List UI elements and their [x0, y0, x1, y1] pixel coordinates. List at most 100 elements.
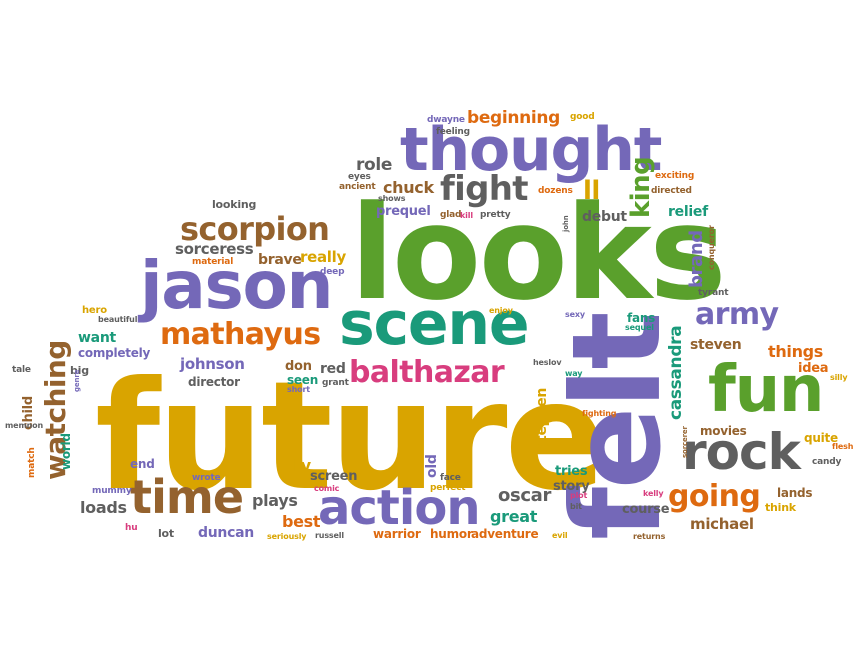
- word-fun: fun: [708, 353, 824, 427]
- word-beautiful: beautiful: [98, 315, 138, 324]
- word-prequel: prequel: [376, 204, 431, 219]
- word-course: course: [622, 502, 670, 517]
- word-sorceress: sorceress: [175, 240, 254, 258]
- word-candy: candy: [812, 457, 842, 467]
- word-ll: ll: [583, 176, 600, 206]
- word-beginning: beginning: [467, 108, 560, 128]
- word-scorpion: scorpion: [180, 210, 330, 248]
- word-sexy: sexy: [565, 310, 585, 319]
- word-heslov: heslov: [533, 358, 562, 367]
- word-michael: michael: [690, 515, 754, 533]
- word-johnson: johnson: [180, 355, 245, 373]
- word-ally: ally: [280, 456, 311, 475]
- word-plays: plays: [252, 491, 298, 510]
- word-think: think: [765, 501, 796, 514]
- word-glad: glad: [440, 210, 462, 220]
- word-kelly: kelly: [643, 489, 664, 498]
- word-returns: returns: [633, 532, 666, 541]
- word-jason: jason: [140, 247, 334, 324]
- word-feeling: feeling: [436, 127, 470, 137]
- word-old: old: [424, 454, 440, 478]
- word-tale: tale: [12, 365, 31, 375]
- word-world: world: [59, 433, 73, 470]
- word-shows: shows: [378, 194, 406, 203]
- word-fight: fight: [440, 169, 529, 209]
- word-good: good: [570, 112, 595, 122]
- word-things: things: [768, 342, 823, 361]
- word-time: time: [130, 470, 244, 524]
- word-bit: bit: [570, 502, 582, 511]
- word-ancient: ancient: [339, 182, 376, 192]
- word-perfect: perfect: [430, 483, 466, 493]
- word-quite: quite: [804, 431, 838, 445]
- word-screen: screen: [310, 469, 358, 484]
- word-humor: humor: [430, 527, 473, 541]
- word-conqueror: conqueror: [707, 225, 716, 270]
- word-stephen: stephen: [534, 387, 550, 450]
- word-sequel: sequel: [625, 323, 654, 332]
- word-dwayne: dwayne: [427, 115, 465, 125]
- word-director: director: [188, 375, 240, 389]
- word-adventure: adventure: [471, 527, 539, 541]
- word-completely: completely: [78, 346, 151, 360]
- word-lot: lot: [158, 527, 174, 540]
- word-tries: tries: [555, 464, 588, 479]
- word-duncan: duncan: [198, 525, 254, 541]
- word-wrote: wrote: [192, 473, 221, 483]
- word-plot: plot: [570, 491, 588, 500]
- word-eyes: eyes: [348, 172, 371, 182]
- word-don: don: [285, 359, 312, 374]
- word-mathayus: mathayus: [160, 317, 321, 352]
- word-really: really: [300, 248, 346, 266]
- word-comic: comic: [314, 484, 340, 493]
- word-kill: kill: [460, 211, 473, 220]
- word-rock: rock: [682, 423, 801, 481]
- word-russell: russell: [315, 531, 344, 540]
- word-hero: hero: [82, 305, 107, 316]
- word-directed: directed: [651, 186, 692, 196]
- word-future: future: [95, 350, 606, 524]
- word-hu: hu: [125, 523, 138, 533]
- word-seriously: seriously: [267, 532, 307, 541]
- word-enjoy: enjoy: [489, 306, 513, 315]
- word-end: end: [130, 457, 155, 471]
- word-sorcerer: sorcerer: [681, 426, 689, 458]
- word-tyrant: tyrant: [698, 288, 729, 298]
- word-lands: lands: [777, 486, 813, 500]
- word-fans: fans: [627, 311, 656, 325]
- word-going: going: [668, 479, 761, 514]
- word-red: red: [320, 361, 346, 377]
- word-face: face: [440, 473, 461, 483]
- word-loads: loads: [80, 498, 127, 517]
- word-exciting: exciting: [655, 171, 695, 181]
- word-want: want: [78, 330, 116, 346]
- word-cassandra: cassandra: [666, 325, 686, 420]
- word-evil: evil: [552, 531, 568, 540]
- word-debut: debut: [582, 209, 627, 225]
- word-deep: deep: [320, 267, 345, 277]
- word-memnon: memnon: [5, 421, 44, 430]
- word-match: match: [27, 447, 37, 478]
- word-story: story: [553, 479, 590, 494]
- word-way: way: [565, 369, 583, 378]
- word-brave: brave: [258, 252, 302, 268]
- word-role: role: [356, 155, 393, 175]
- word-seen: seen: [287, 373, 319, 387]
- word-steven: steven: [690, 337, 742, 353]
- word-short: short: [287, 385, 310, 394]
- word-oscar: oscar: [498, 485, 551, 506]
- word-john: john: [562, 215, 570, 232]
- word-idea: idea: [798, 361, 829, 376]
- word-big: big: [70, 364, 89, 377]
- word-mummy: mummy: [92, 486, 132, 496]
- word-grant: grant: [322, 378, 349, 388]
- word-material: material: [192, 257, 234, 267]
- word-looking: looking: [212, 198, 257, 211]
- word-army: army: [695, 297, 779, 332]
- word-action: action: [318, 480, 481, 536]
- word-pretty: pretty: [480, 210, 511, 220]
- word-great: great: [490, 507, 538, 526]
- word-best: best: [282, 512, 321, 531]
- word-looks: looks: [350, 177, 727, 329]
